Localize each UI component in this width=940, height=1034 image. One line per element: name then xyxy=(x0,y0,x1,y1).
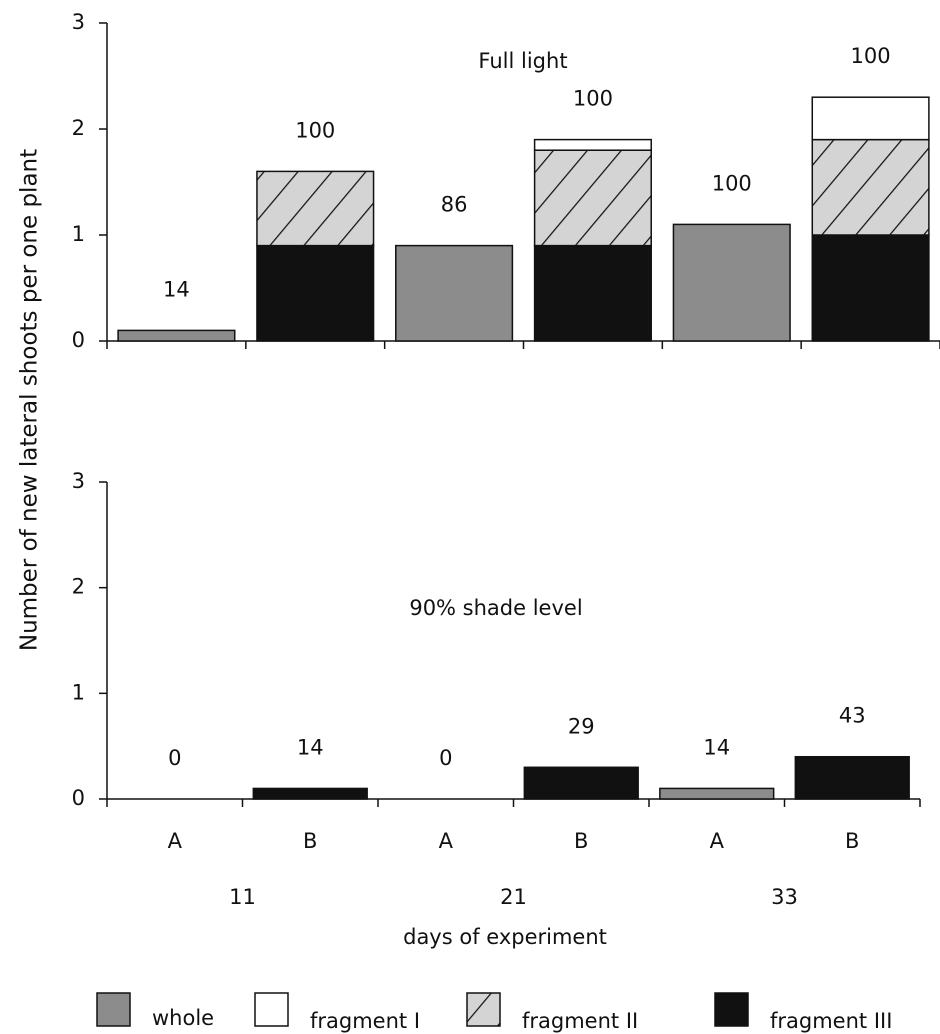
bar-segment xyxy=(533,138,652,151)
bar-segment xyxy=(794,755,910,800)
panel-title: 90% shade level xyxy=(409,596,582,620)
x-tick-label: B xyxy=(303,829,317,853)
legend-label: whole xyxy=(152,1006,214,1030)
bar-label: 0 xyxy=(439,746,452,770)
x-axis-label: days of experiment xyxy=(403,925,607,949)
y-tick-label: 3 xyxy=(72,10,85,34)
legend-label: fragment III xyxy=(770,1009,892,1033)
y-tick-label: 3 xyxy=(72,469,85,493)
bar-label: 14 xyxy=(703,735,730,759)
bar-label: 29 xyxy=(568,714,595,738)
bar-label: 14 xyxy=(163,277,190,301)
legend-label: fragment II xyxy=(522,1009,638,1033)
bar-label: 0 xyxy=(168,746,181,770)
bar-label: 100 xyxy=(851,44,891,68)
x-tick-label: A xyxy=(710,829,725,853)
bar-segment xyxy=(811,96,930,141)
legend-swatch xyxy=(96,992,131,1027)
y-axis-label: Number of new lateral shoots per one pla… xyxy=(17,149,43,651)
bar-segment xyxy=(533,244,652,342)
y-tick-label: 0 xyxy=(72,328,85,352)
legend-label: fragment I xyxy=(310,1009,420,1033)
y-tick-label: 2 xyxy=(72,575,85,599)
legend-swatch xyxy=(254,992,289,1027)
bar-label: 100 xyxy=(712,171,752,195)
group-label: 21 xyxy=(500,885,527,909)
x-tick-label: B xyxy=(574,829,588,853)
bar-segment xyxy=(117,329,236,342)
x-tick-label: A xyxy=(168,829,183,853)
y-tick-label: 1 xyxy=(72,680,85,704)
panel-title: Full light xyxy=(478,49,567,73)
bar-segment xyxy=(395,244,514,342)
y-tick-label: 1 xyxy=(72,222,85,246)
bar-segment xyxy=(811,234,930,342)
group-label: 11 xyxy=(229,885,256,909)
bar-segment xyxy=(523,766,639,800)
bar-label: 100 xyxy=(573,87,613,111)
y-tick-label: 2 xyxy=(72,116,85,140)
bar-segment xyxy=(252,787,368,800)
x-tick-label: B xyxy=(845,829,859,853)
legend-swatch xyxy=(714,992,749,1027)
group-label: 33 xyxy=(771,885,798,909)
x-tick-label: A xyxy=(439,829,454,853)
bar-label: 14 xyxy=(297,735,324,759)
bar-segment xyxy=(672,223,791,342)
bar-label: 100 xyxy=(295,118,335,142)
y-tick-label: 0 xyxy=(72,786,85,810)
bar-segment xyxy=(256,244,375,342)
bar-segment xyxy=(659,787,775,800)
bar-label: 43 xyxy=(839,704,866,728)
bar-label: 86 xyxy=(441,193,468,217)
